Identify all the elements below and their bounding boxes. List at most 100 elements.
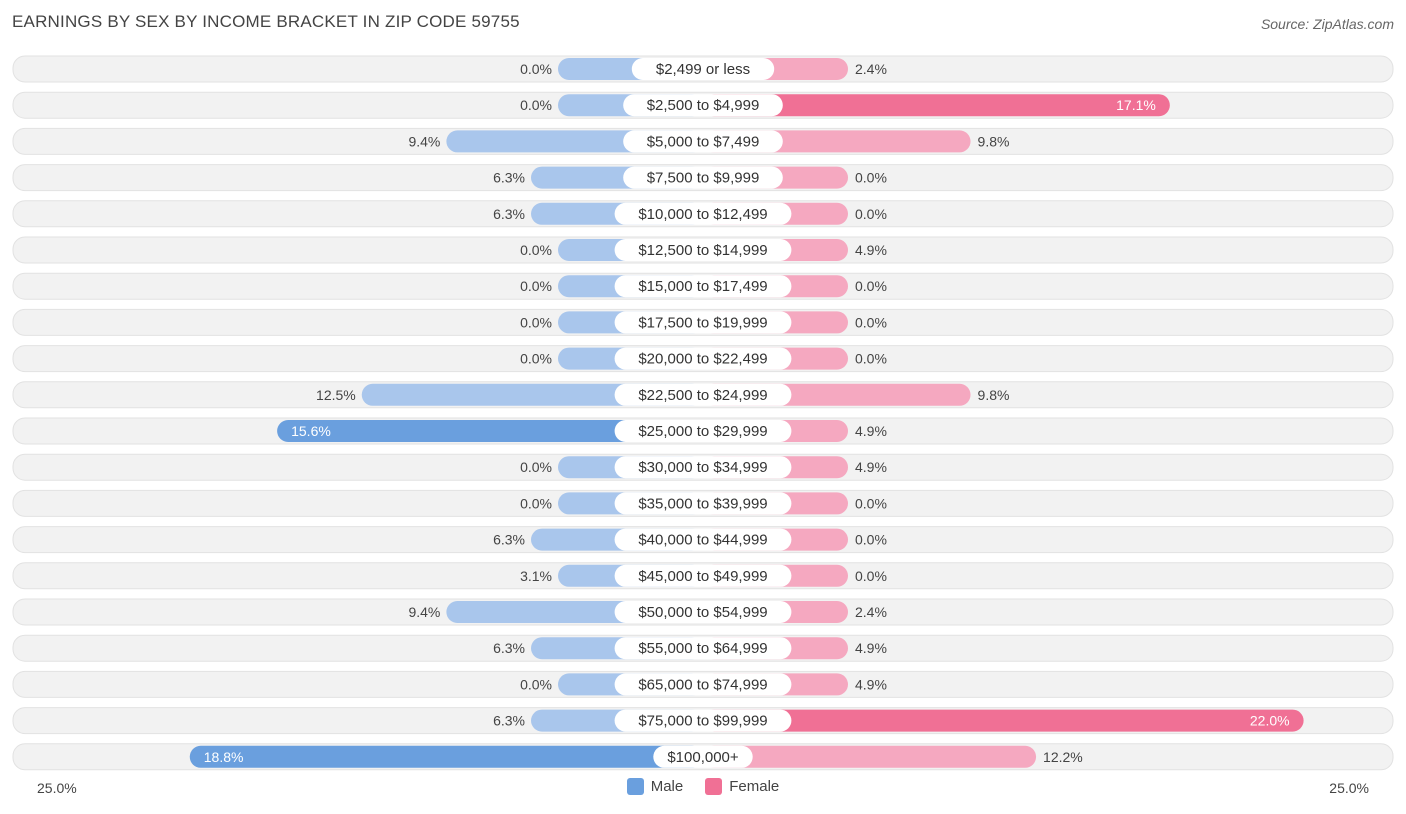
chart-row: 15.6% 4.9% $25,000 to $29,999 [12,417,1394,445]
value-label-male: 6.3% [493,206,525,222]
value-label-male: 6.3% [493,713,525,729]
value-label-female: 0.0% [855,278,887,294]
source-label: Source: ZipAtlas.com [1260,16,1394,32]
value-label-female: 0.0% [855,568,887,584]
value-label-male: 3.1% [520,568,552,584]
chart-row: 0.0% 0.0% $20,000 to $22,499 [12,345,1394,373]
value-label-male: 0.0% [520,242,552,258]
value-label-male: 0.0% [520,314,552,330]
bar-male [189,745,703,768]
legend-item-female[interactable]: Female [705,778,779,795]
value-label-male: 12.5% [316,387,356,403]
value-label-female: 0.0% [855,351,887,367]
bar-male [277,420,703,442]
category-pill [614,637,792,660]
value-label-female: 2.4% [855,604,887,620]
value-label-female: 4.9% [855,640,887,656]
value-label-male: 0.0% [520,459,552,475]
value-label-male: 0.0% [520,351,552,367]
value-label-male: 15.6% [291,423,331,439]
value-label-male: 6.3% [493,640,525,656]
value-label-female: 17.1% [1116,97,1156,113]
category-pill [614,673,792,696]
legend-swatch-female [705,778,723,795]
category-label: $100,000+ [667,749,739,766]
chart-row: 0.0% 4.9% $65,000 to $74,999 [12,670,1394,698]
category-label: $35,000 to $39,999 [638,495,767,512]
category-label: $75,000 to $99,999 [638,713,767,730]
category-pill [614,492,792,515]
bar-female [703,94,1170,117]
category-label: $40,000 to $44,999 [638,532,767,549]
chart-row: 6.3% 0.0% $7,500 to $9,999 [12,164,1394,192]
category-pill [614,347,792,370]
value-label-male: 0.0% [520,97,552,113]
axis-min-label: 25.0% [37,780,77,796]
value-label-male: 0.0% [520,676,552,692]
category-pill [614,383,792,406]
value-label-male: 6.3% [493,532,525,548]
chart-row: 0.0% 2.4% $2,499 or less [12,55,1394,83]
category-label: $55,000 to $64,999 [638,640,767,657]
value-label-female: 9.8% [978,133,1010,149]
value-label-female: 4.9% [855,242,887,258]
category-pill [623,130,783,153]
chart-row: 0.0% 0.0% $17,500 to $19,999 [12,308,1394,336]
chart-row: 3.1% 0.0% $45,000 to $49,999 [12,562,1394,590]
category-label: $10,000 to $12,499 [638,206,767,223]
category-label: $5,000 to $7,499 [647,133,760,150]
category-label: $17,500 to $19,999 [638,314,767,331]
axis-max-label: 25.0% [1329,780,1369,796]
value-label-male: 0.0% [520,278,552,294]
category-pill [614,601,792,623]
category-pill [653,745,753,768]
category-pill [614,275,792,298]
value-label-female: 4.9% [855,423,887,439]
chart-row: 6.3% 0.0% $10,000 to $12,499 [12,200,1394,228]
chart-row: 6.3% 0.0% $40,000 to $44,999 [12,526,1394,554]
category-label: $25,000 to $29,999 [638,423,767,440]
chart-row: 18.8% 12.2% $100,000+ [12,743,1394,771]
value-label-female: 0.0% [855,532,887,548]
category-pill [623,166,783,189]
chart-row: 0.0% 0.0% $35,000 to $39,999 [12,489,1394,517]
value-label-female: 4.9% [855,459,887,475]
legend-label-male: Male [650,778,684,795]
value-label-female: 22.0% [1250,713,1290,729]
category-pill [614,311,792,334]
category-label: $30,000 to $34,999 [638,459,767,476]
chart-row: 9.4% 2.4% $50,000 to $54,999 [12,598,1394,626]
value-label-male: 9.4% [408,133,440,149]
value-label-female: 0.0% [855,495,887,511]
category-label: $2,500 to $4,999 [647,97,760,114]
value-label-female: 0.0% [855,314,887,330]
legend-item-male[interactable]: Male [626,778,684,795]
value-label-female: 0.0% [855,206,887,222]
category-pill [614,564,792,587]
chart-row: 9.4% 9.8% $5,000 to $7,499 [12,127,1394,155]
category-pill [614,202,792,225]
chart-row: 0.0% 4.9% $12,500 to $14,999 [12,236,1394,264]
category-label: $15,000 to $17,499 [638,278,767,295]
value-label-male: 0.0% [520,495,552,511]
chart-row: 0.0% 17.1% $2,500 to $4,999 [12,91,1394,119]
category-label: $12,500 to $14,999 [638,242,767,259]
value-label-male: 18.8% [204,749,244,765]
value-label-female: 9.8% [978,387,1010,403]
legend-swatch-male [626,778,644,795]
category-label: $45,000 to $49,999 [638,568,767,585]
category-pill [614,456,792,479]
legend-label-female: Female [729,778,780,795]
category-label: $50,000 to $54,999 [638,604,767,621]
chart-row: 6.3% 4.9% $55,000 to $64,999 [12,634,1394,662]
chart-row: 0.0% 0.0% $15,000 to $17,499 [12,272,1394,300]
category-label: $20,000 to $22,499 [638,351,767,368]
value-label-female: 0.0% [855,170,887,186]
category-pill [614,239,792,261]
category-label: $22,500 to $24,999 [638,387,767,404]
value-label-female: 12.2% [1043,749,1083,765]
value-label-male: 9.4% [408,604,440,620]
category-label: $65,000 to $74,999 [638,676,767,693]
chart-title: EARNINGS BY SEX BY INCOME BRACKET IN ZIP… [12,12,520,31]
